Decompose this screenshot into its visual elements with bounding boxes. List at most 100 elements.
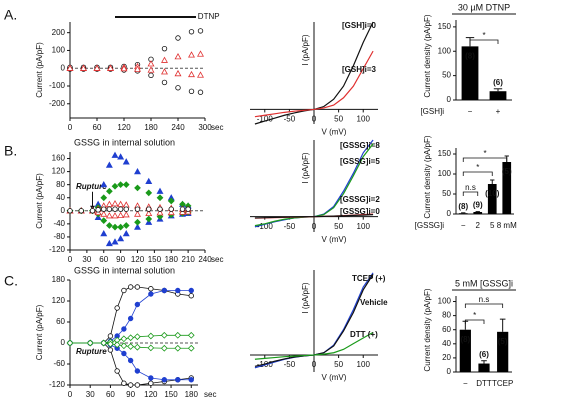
- marker: [134, 210, 141, 217]
- x-tick-label: 0: [312, 222, 317, 231]
- marker: [161, 45, 168, 52]
- x-tick-label: 60: [99, 255, 108, 264]
- marker: [86, 339, 94, 347]
- n-label: (8): [460, 335, 470, 344]
- y-tick-label: 120: [52, 296, 66, 305]
- marker: [145, 215, 153, 223]
- marker: [122, 181, 130, 189]
- marker: [156, 194, 164, 202]
- x-tick-label: -50: [284, 222, 296, 231]
- series-line: [254, 331, 374, 360]
- marker: [147, 332, 155, 340]
- marker: [188, 29, 195, 35]
- series-label: [GSH]i=3: [342, 65, 377, 74]
- marker: [148, 72, 154, 79]
- marker: [161, 68, 168, 75]
- x-tick-label: -50: [284, 115, 296, 124]
- y-axis-label: Current density (pA/pF): [423, 135, 432, 218]
- marker: [122, 230, 130, 237]
- x-tick-label: 50: [334, 222, 343, 231]
- marker: [156, 209, 164, 216]
- x-axis-label: V (mV): [322, 373, 347, 382]
- n-label: (5): [502, 167, 512, 176]
- annotation: Rupture: [76, 182, 107, 191]
- y-tick-label: -120: [49, 380, 66, 389]
- y-axis-label: I (pA/pF): [301, 282, 310, 313]
- marker: [107, 347, 114, 353]
- marker: [117, 223, 124, 231]
- panel-label: A.: [4, 7, 17, 23]
- y-tick-label: 40: [56, 193, 65, 202]
- marker: [134, 184, 141, 192]
- marker: [67, 208, 73, 214]
- x-tick-label: 300: [198, 123, 212, 132]
- y-tick-label: 150: [438, 22, 452, 31]
- marker: [105, 212, 113, 219]
- y-tick-label: 150: [438, 149, 452, 158]
- marker: [117, 211, 125, 219]
- marker: [89, 208, 96, 214]
- bar: [461, 46, 479, 100]
- marker: [134, 218, 141, 226]
- marker: [80, 64, 87, 71]
- marker: [106, 222, 113, 229]
- marker: [197, 50, 204, 57]
- x-tick-label: 0: [312, 360, 317, 369]
- marker: [105, 200, 113, 207]
- marker: [167, 208, 175, 216]
- y-tick-label: 50: [442, 189, 451, 198]
- x-tick-label: 90: [116, 255, 125, 264]
- y-tick-label: 120: [52, 167, 66, 176]
- marker: [148, 380, 154, 386]
- y-tick-label: 0: [447, 209, 452, 218]
- marker: [122, 158, 130, 165]
- marker: [148, 375, 154, 381]
- y-tick-label: 80: [442, 311, 451, 320]
- marker: [111, 238, 119, 245]
- marker: [146, 206, 152, 212]
- y-tick-label: 50: [442, 71, 451, 80]
- marker: [174, 331, 182, 339]
- x-axis-label: V (mV): [322, 128, 347, 137]
- significance-label: *: [473, 311, 476, 320]
- marker: [175, 377, 181, 383]
- y-tick-label: 0: [447, 367, 452, 376]
- y-tick-label: 20: [442, 353, 451, 362]
- y-tick-label: -60: [53, 359, 65, 368]
- series-label: Vehicle: [360, 298, 388, 307]
- marker: [134, 382, 141, 388]
- x-tick-label: 50: [334, 360, 343, 369]
- marker: [134, 206, 141, 212]
- series-line: [254, 214, 374, 219]
- n-label: (8): [465, 51, 475, 60]
- y-tick-label: 100: [438, 169, 452, 178]
- y-tick-label: -100: [49, 81, 66, 90]
- x-tick-label: 8 mM: [497, 221, 517, 230]
- marker: [100, 194, 108, 202]
- marker: [117, 206, 124, 212]
- marker: [117, 200, 125, 207]
- n-label: (6): [479, 350, 489, 359]
- series-label: [GSSG]i=2: [340, 195, 380, 204]
- y-tick-label: 0: [61, 206, 66, 215]
- marker: [187, 344, 195, 352]
- x-tick-label: 240: [171, 123, 185, 132]
- marker: [148, 291, 154, 297]
- marker: [145, 209, 153, 217]
- marker: [188, 88, 195, 95]
- marker: [111, 199, 119, 207]
- marker: [100, 217, 108, 224]
- marker: [107, 340, 114, 348]
- marker: [175, 287, 181, 294]
- marker: [66, 339, 74, 347]
- significance-label: n.s: [465, 183, 476, 192]
- chart-title: 30 µM DTNP: [458, 2, 510, 12]
- x-tick-label: DTT: [476, 379, 492, 388]
- marker: [121, 380, 127, 386]
- marker: [100, 210, 108, 217]
- y-tick-label: 0: [61, 338, 66, 347]
- marker: [95, 207, 101, 213]
- marker: [122, 201, 130, 208]
- x-tick-label: 180: [165, 255, 179, 264]
- x-tick-label: 120: [144, 390, 158, 398]
